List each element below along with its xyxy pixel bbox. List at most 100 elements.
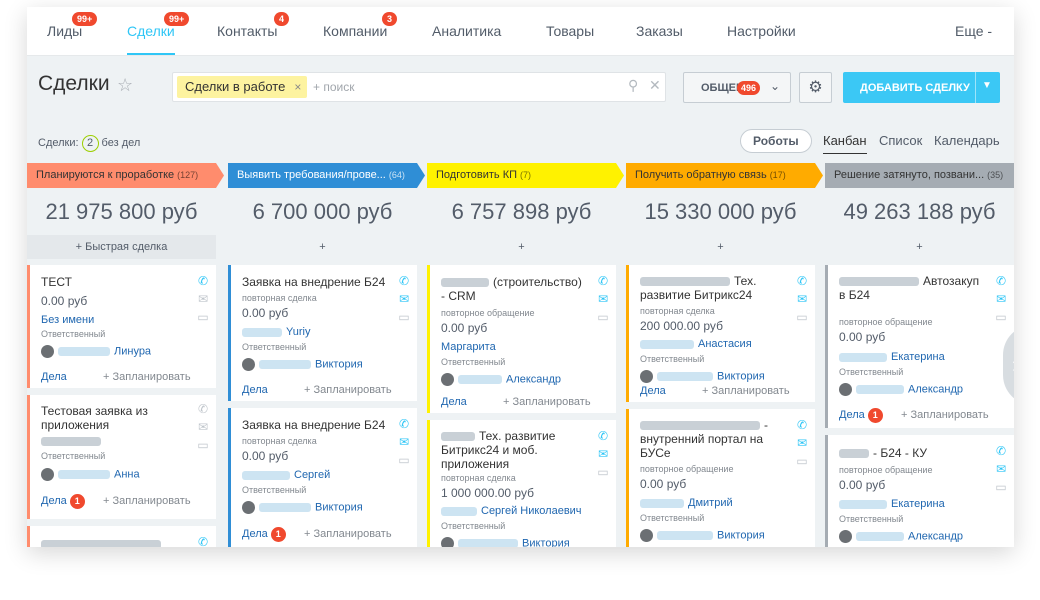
schedule-link[interactable]: + Запланировать — [304, 528, 392, 540]
robots-button[interactable]: Роботы — [740, 129, 812, 153]
contact-link[interactable]: Сергей Николаевич — [441, 505, 588, 518]
contact-link[interactable]: Маргарита — [441, 341, 496, 353]
stage-header[interactable]: Подготовить КП (7) — [427, 163, 624, 188]
deal-title[interactable]: ТЕСТ — [41, 275, 72, 289]
contact-link[interactable]: Дмитрий — [640, 497, 787, 510]
gear-icon[interactable]: ⚙ — [799, 72, 832, 103]
phone-icon[interactable]: ✆ — [796, 274, 808, 288]
close-icon[interactable]: × — [294, 80, 302, 94]
phone-icon[interactable]: ✆ — [197, 402, 209, 416]
search-icon[interactable]: ⚲ — [628, 77, 639, 93]
quick-deal-button[interactable]: + — [518, 241, 525, 253]
deal-card[interactable]: Тестовая заявка из приложения Ответствен… — [27, 395, 216, 519]
deal-title[interactable]: Тех. развитие Битрикс24 — [640, 274, 787, 302]
responsible-person[interactable]: Виктория — [640, 529, 787, 542]
activities-link[interactable]: Дела 1 — [41, 494, 85, 509]
mail-icon[interactable]: ✉ — [796, 292, 808, 306]
mail-icon[interactable]: ✉ — [197, 292, 209, 306]
stage-header[interactable]: Планируются к проработке (127) — [27, 163, 224, 188]
chat-icon[interactable]: ▭ — [796, 310, 808, 324]
responsible-person[interactable]: Виктория — [441, 537, 588, 547]
responsible-person[interactable]: Линура — [41, 345, 188, 358]
chat-icon[interactable]: ▭ — [398, 453, 410, 467]
activities-link[interactable]: Дела — [41, 371, 67, 383]
deal-card[interactable]: ✆ — [27, 526, 216, 547]
clear-icon[interactable]: ✕ — [649, 77, 661, 93]
chat-icon[interactable]: ▭ — [197, 438, 209, 452]
mail-icon[interactable]: ✉ — [597, 447, 609, 461]
activities-link[interactable]: Дела — [242, 384, 268, 396]
deal-card[interactable]: Заявка на внедрение Б24 повторная сделка… — [228, 265, 417, 401]
deal-title[interactable]: (строительство) - CRM — [441, 275, 588, 303]
phone-icon[interactable]: ✆ — [197, 535, 209, 547]
deal-card[interactable]: (строительство) - CRM повторное обращени… — [427, 265, 616, 413]
view-kanban[interactable]: Канбан — [823, 133, 867, 154]
deal-card[interactable]: Заявка на внедрение Б24 повторная сделка… — [228, 408, 417, 547]
chat-icon[interactable]: ▭ — [597, 310, 609, 324]
view-list[interactable]: Список — [879, 133, 923, 148]
chat-icon[interactable]: ▭ — [796, 454, 808, 468]
mail-icon[interactable]: ✉ — [197, 420, 209, 434]
stage-header[interactable]: Получить обратную связь (17) — [626, 163, 823, 188]
schedule-link[interactable]: + Запланировать — [304, 384, 392, 396]
chat-icon[interactable]: ▭ — [995, 310, 1007, 324]
phone-icon[interactable]: ✆ — [995, 444, 1007, 458]
deal-card[interactable]: - внутренний портал на БУСе повторное об… — [626, 409, 815, 547]
view-calendar[interactable]: Календарь — [934, 133, 1000, 148]
general-category-button[interactable]: ОБЩЕЕ 496 ⌄ — [683, 72, 791, 103]
deal-card[interactable]: - Б24 - КУ повторное обращение 0.00 руб … — [825, 435, 1014, 547]
quick-deal-button[interactable]: + — [916, 241, 923, 253]
contact-link[interactable]: Yuriy — [242, 326, 389, 339]
phone-icon[interactable]: ✆ — [398, 417, 410, 431]
responsible-person[interactable]: Анна — [41, 468, 188, 481]
activities-link[interactable]: Дела 1 — [242, 527, 286, 542]
deal-title[interactable]: Тестовая заявка из приложения — [41, 404, 148, 432]
nav-deals[interactable]: Сделки 99+ — [127, 12, 190, 55]
phone-icon[interactable]: ✆ — [597, 429, 609, 443]
chat-icon[interactable]: ▭ — [197, 310, 209, 324]
mail-icon[interactable]: ✉ — [597, 292, 609, 306]
deal-title[interactable]: Заявка на внедрение Б24 — [242, 275, 386, 289]
phone-icon[interactable]: ✆ — [796, 418, 808, 432]
deals-count[interactable]: 2 — [81, 135, 99, 152]
contact-link[interactable]: Екатерина — [839, 498, 986, 511]
deal-card[interactable]: ТЕСТ 0.00 руб Без имени Ответственный Ли… — [27, 265, 216, 388]
phone-icon[interactable]: ✆ — [197, 274, 209, 288]
deal-title[interactable]: - внутренний портал на БУСе — [640, 418, 787, 460]
phone-icon[interactable]: ✆ — [398, 274, 410, 288]
stage-header[interactable]: Решение затянуто, позвани... (35) — [825, 163, 1014, 188]
quick-deal-button[interactable]: + — [319, 241, 326, 253]
chat-icon[interactable]: ▭ — [398, 310, 410, 324]
responsible-person[interactable]: Александр — [839, 530, 986, 543]
nav-orders[interactable]: Заказы — [636, 23, 683, 39]
phone-icon[interactable]: ✆ — [597, 274, 609, 288]
nav-settings[interactable]: Настройки — [727, 23, 796, 39]
nav-leads[interactable]: Лиды 99+ — [47, 12, 98, 39]
nav-companies[interactable]: Компании 3 — [323, 12, 398, 39]
mail-icon[interactable]: ✉ — [995, 462, 1007, 476]
filter-chip[interactable]: Сделки в работе × — [177, 76, 308, 98]
quick-deal-button[interactable]: + — [717, 241, 724, 253]
responsible-person[interactable]: Виктория — [242, 358, 389, 371]
nav-analytics[interactable]: Аналитика — [432, 23, 502, 39]
filter-search-bar[interactable]: Сделки в работе × + поиск ⚲ ✕ — [172, 72, 666, 102]
nav-products[interactable]: Товары — [546, 23, 595, 39]
stage-header[interactable]: Выявить требования/прове... (64) — [228, 163, 425, 188]
quick-deal-button[interactable]: + Быстрая сделка — [27, 235, 216, 259]
schedule-link[interactable]: + Запланировать — [901, 409, 989, 421]
deal-title[interactable]: - Б24 - КУ — [839, 446, 986, 460]
deal-card[interactable]: Тех. развитие Битрикс24 и моб. приложени… — [427, 420, 616, 547]
add-deal-button[interactable]: ДОБАВИТЬ СДЕЛКУ ▼ — [843, 72, 1000, 103]
scroll-right-arrow-icon[interactable]: › — [1003, 325, 1014, 405]
responsible-person[interactable]: Виктория — [242, 501, 389, 514]
deal-card[interactable]: Автозакуп в Б24 повторное обращение 0.00… — [825, 265, 1014, 428]
mail-icon[interactable]: ✉ — [796, 436, 808, 450]
responsible-person[interactable]: Александр — [441, 373, 588, 386]
deal-title[interactable]: Автозакуп в Б24 — [839, 274, 986, 302]
star-icon[interactable]: ☆ — [117, 75, 134, 95]
responsible-person[interactable]: Виктория — [640, 370, 787, 383]
responsible-person[interactable]: Александр — [839, 383, 986, 396]
mail-icon[interactable]: ✉ — [995, 292, 1007, 306]
schedule-link[interactable]: + Запланировать — [103, 495, 191, 507]
deal-card[interactable]: Тех. развитие Битрикс24 повторная сделка… — [626, 265, 815, 402]
